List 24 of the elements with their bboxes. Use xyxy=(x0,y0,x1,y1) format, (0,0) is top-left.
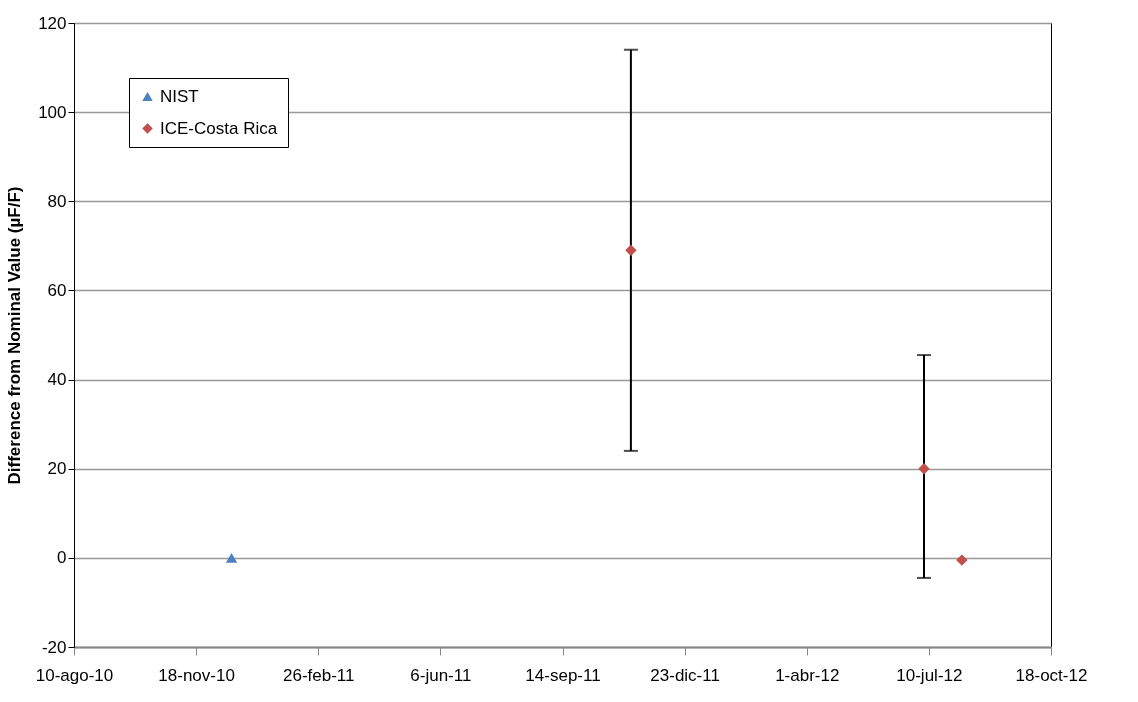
x-tick-label: 18-nov-10 xyxy=(158,665,235,685)
y-axis-title: Difference from Nominal Value (µF/F) xyxy=(5,186,25,485)
y-tick-label: 60 xyxy=(47,280,67,300)
y-tick-label: 120 xyxy=(38,13,67,33)
y-tick-label: 80 xyxy=(47,191,67,211)
y-tick-label: -20 xyxy=(41,637,67,657)
point xyxy=(225,552,238,563)
x-tick-label: 1-abr-12 xyxy=(775,665,840,685)
y-tick-label: 40 xyxy=(47,370,67,390)
y-tick-label: 20 xyxy=(47,459,67,479)
x-tick-label: 18-oct-12 xyxy=(1015,665,1088,685)
point xyxy=(956,554,968,566)
point xyxy=(918,463,930,475)
x-tick-label: 23-dic-11 xyxy=(650,665,720,685)
x-tick-label: 14-sep-11 xyxy=(525,665,601,685)
x-tick-label: 10-jul-12 xyxy=(896,665,963,685)
x-tick-label: 26-feb-11 xyxy=(282,665,355,685)
legend-label: ICE-Costa Rica xyxy=(160,118,278,138)
x-tick-label: 6-jun-11 xyxy=(410,665,472,685)
y-tick-label: 0 xyxy=(57,548,67,568)
y-tick-label: 100 xyxy=(38,102,67,122)
legend-label: NIST xyxy=(160,86,199,106)
point xyxy=(625,244,637,257)
x-tick-label: 10-ago-10 xyxy=(35,665,114,685)
